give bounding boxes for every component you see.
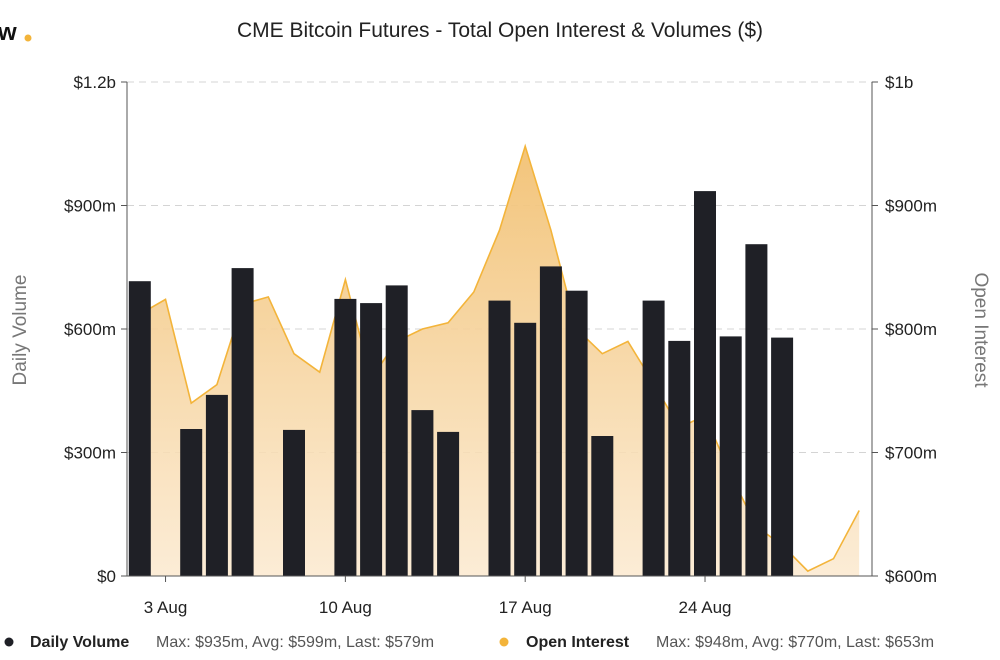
volume-bar <box>539 266 562 576</box>
volume-bar <box>745 244 768 576</box>
volume-bar <box>385 285 408 576</box>
volume-bar <box>668 340 691 576</box>
volume-bar <box>719 336 742 576</box>
volume-bar <box>642 300 665 576</box>
volume-bar <box>771 337 794 576</box>
x-tick-label: 24 Aug <box>679 598 732 617</box>
volume-bar <box>231 268 254 576</box>
legend-volume-dot <box>4 637 14 647</box>
volume-bar <box>205 394 228 576</box>
volume-bar <box>694 191 716 576</box>
volume-bar <box>128 281 151 576</box>
right-tick-label: $600m <box>885 567 937 586</box>
right-axis-title: Open Interest <box>970 272 991 388</box>
left-tick-label: $600m <box>64 320 116 339</box>
legend-oi-name: Open Interest <box>526 634 630 651</box>
x-tick-label: 10 Aug <box>319 598 372 617</box>
left-tick-label: $900m <box>64 197 116 216</box>
volume-bar <box>514 322 537 576</box>
logo-dot <box>24 34 32 42</box>
volume-bar <box>437 431 460 576</box>
right-tick-label: $700m <box>885 444 937 463</box>
chart-title: CME Bitcoin Futures - Total Open Interes… <box>237 19 763 42</box>
volume-bar <box>411 410 434 576</box>
legend-oi-dot <box>499 637 509 647</box>
x-tick-label: 3 Aug <box>144 598 188 617</box>
volume-bar <box>565 290 588 576</box>
right-tick-label: $900m <box>885 197 937 216</box>
volume-bar <box>488 300 511 576</box>
logo: w <box>0 19 17 46</box>
left-tick-label: $300m <box>64 444 116 463</box>
volume-bar <box>180 429 203 576</box>
legend-oi-stats: Max: $948m, Avg: $770m, Last: $653m <box>656 634 934 651</box>
left-tick-label: $1.2b <box>73 73 116 92</box>
left-tick-label: $0 <box>97 567 116 586</box>
volume-bar <box>283 429 305 576</box>
x-tick-label: 17 Aug <box>499 598 552 617</box>
left-axis-title: Daily Volume <box>10 275 31 386</box>
right-tick-label: $800m <box>885 320 937 339</box>
right-tick-label: $1b <box>885 73 913 92</box>
volume-bar <box>360 303 383 576</box>
volume-bar <box>591 436 614 576</box>
legend-volume-name: Daily Volume <box>30 634 129 651</box>
legend-volume-stats: Max: $935m, Avg: $599m, Last: $579m <box>156 634 434 651</box>
volume-bar <box>334 298 357 576</box>
